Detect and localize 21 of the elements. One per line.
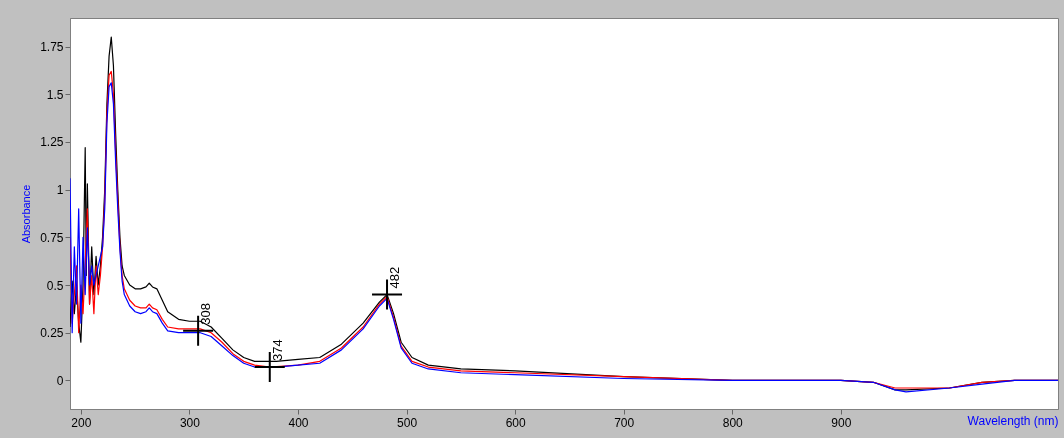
y-tick-label: 0.25	[40, 326, 64, 341]
y-tick-label: 0.5	[46, 278, 64, 293]
annotation: 308	[198, 303, 214, 325]
x-tick-label: 500	[397, 415, 418, 430]
x-tick-label: 400	[288, 415, 309, 430]
y-tick-label: 1.25	[40, 135, 64, 150]
x-tick-label: 600	[505, 415, 526, 430]
annotation: 482	[387, 266, 403, 289]
x-tick-label: 200	[71, 415, 92, 430]
y-tick-label: 1.5	[46, 87, 64, 102]
y-axis-title: Absorbance	[20, 184, 33, 244]
x-axis-title: Wavelength (nm)	[967, 413, 1059, 428]
y-tick-label: 1	[56, 183, 64, 198]
y-tick-label: 0	[56, 373, 64, 388]
x-tick-label: 800	[722, 415, 744, 430]
y-tick-label: 1.75	[40, 40, 64, 55]
y-tick-label: 0.75	[40, 230, 64, 245]
x-tick-label: 700	[614, 415, 635, 430]
x-tick-label: 900	[831, 415, 852, 430]
x-tick-label: 300	[179, 415, 201, 430]
annotation: 374	[269, 339, 285, 362]
